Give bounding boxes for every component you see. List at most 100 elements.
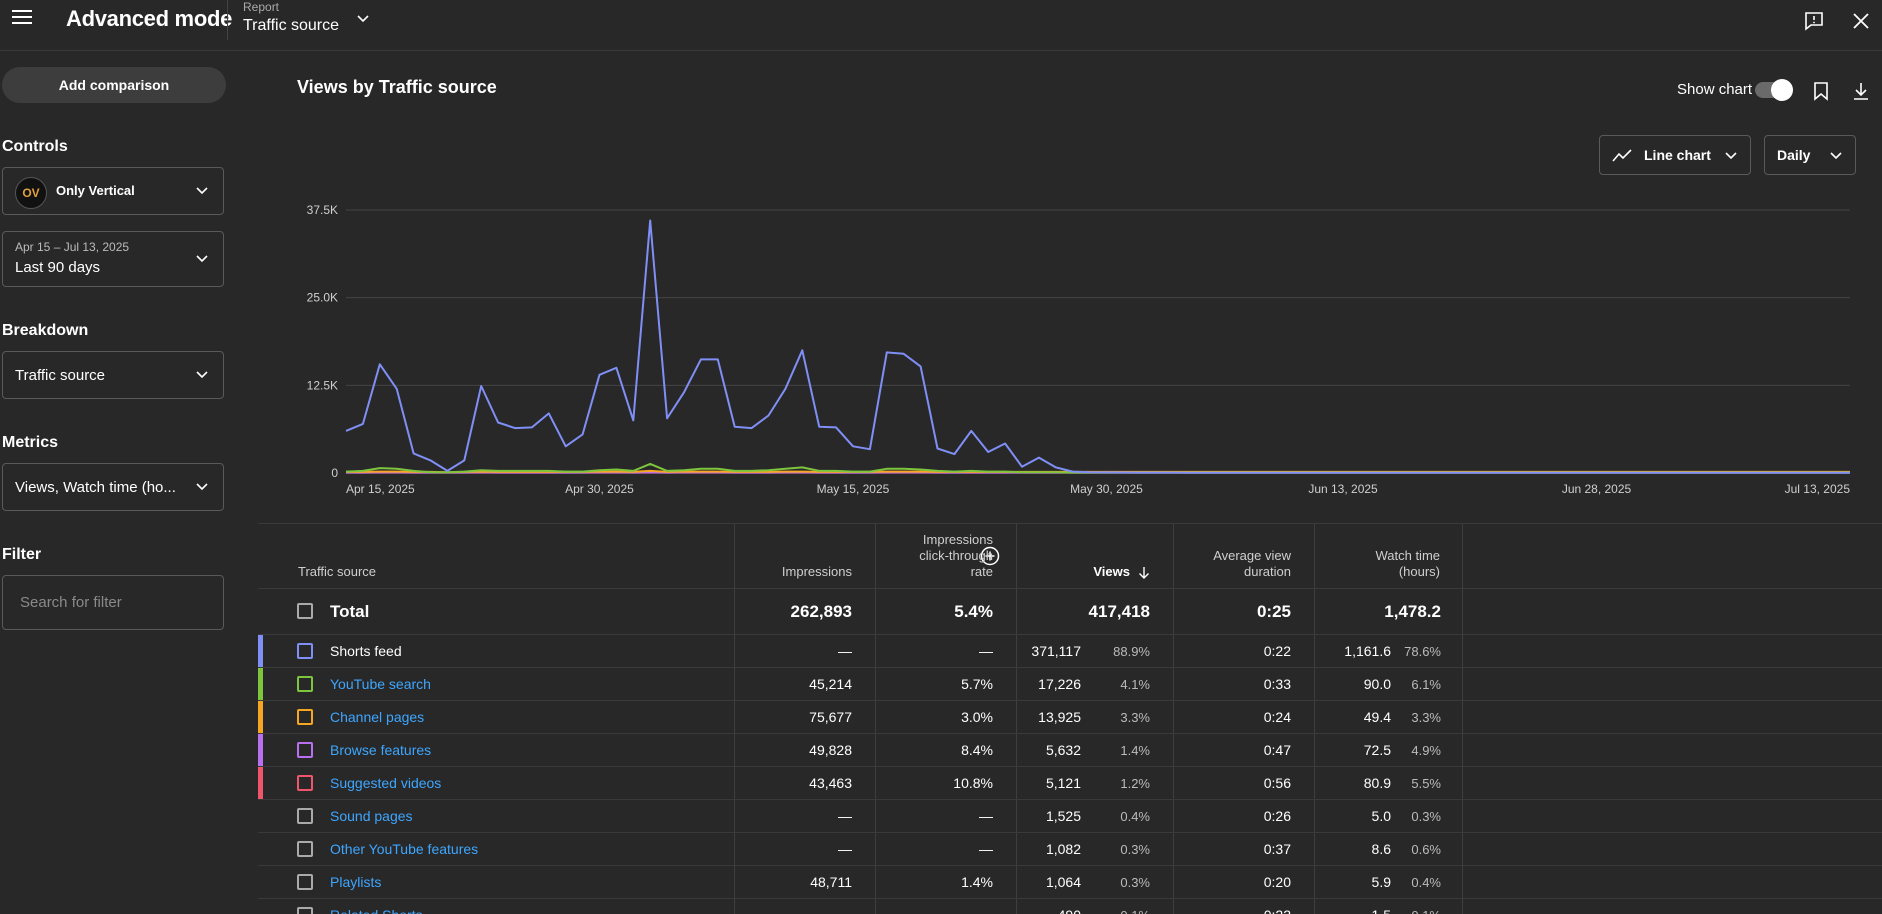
row-checkbox[interactable] (297, 676, 313, 692)
cell-watch-percent: 78.6% (1404, 644, 1441, 659)
cell-watch-percent: 3.3% (1411, 710, 1441, 725)
chart-type-label: Line chart (1644, 147, 1711, 163)
cell-watch-time: 5.9 (1372, 874, 1391, 890)
cell-impressions: — (838, 643, 852, 659)
cell-views-percent: 0.4% (1120, 809, 1150, 824)
chevron-down-icon (195, 481, 209, 493)
cell-views: 5,632 (1046, 742, 1081, 758)
cell-impressions: 43,463 (809, 775, 852, 791)
header-ctr-line3: rate (971, 564, 993, 580)
cell-watch-percent: 0.6% (1411, 842, 1441, 857)
metrics-selector[interactable]: Views, Watch time (ho... (2, 463, 224, 511)
cell-watch-percent: 6.1% (1411, 677, 1441, 692)
date-range-label: Last 90 days (15, 259, 100, 276)
header-ctr[interactable]: Impressions click-through rate (878, 524, 993, 588)
row-checkbox[interactable] (297, 643, 313, 659)
cell-views-percent: 4.1% (1120, 677, 1150, 692)
cell-views-percent: 0.3% (1120, 842, 1150, 857)
y-tick-label: 37.5K (307, 203, 338, 217)
row-checkbox[interactable] (297, 841, 313, 857)
add-comparison-button[interactable]: Add comparison (2, 67, 226, 103)
header-ctr-line2: click-through (919, 548, 993, 564)
report-label: Report (243, 0, 279, 14)
row-checkbox[interactable] (297, 742, 313, 758)
cell-avg-duration: 0:33 (1264, 676, 1291, 692)
traffic-source-link[interactable]: Browse features (330, 742, 431, 758)
cell-avg-duration: 0:37 (1264, 841, 1291, 857)
header-traffic-source[interactable]: Traffic source (298, 524, 498, 588)
header-watch-time[interactable]: Watch time (hours) (1318, 524, 1440, 588)
cell-watch-percent: 0.1% (1411, 908, 1441, 914)
row-checkbox[interactable] (297, 709, 313, 725)
chart-type-selector[interactable]: Line chart (1599, 135, 1751, 175)
bookmark-icon[interactable] (1810, 80, 1832, 102)
menu-icon[interactable] (12, 6, 36, 30)
series-color-bar (258, 701, 263, 733)
traffic-source-link[interactable]: Suggested videos (330, 775, 441, 791)
cell-views: 13,925 (1038, 709, 1081, 725)
cell-watch-percent: 4.9% (1411, 743, 1441, 758)
cell-views-percent: 1.2% (1120, 776, 1150, 791)
app-title: Advanced mode (66, 6, 232, 32)
cell-views: 5,121 (1046, 775, 1081, 791)
show-chart-label: Show chart (1677, 81, 1752, 98)
total-label: Total (330, 602, 369, 622)
cell-impressions: 45,214 (809, 676, 852, 692)
cell-ctr: 1.4% (961, 874, 993, 890)
download-icon[interactable] (1850, 80, 1872, 102)
show-chart-toggle[interactable] (1755, 82, 1791, 98)
cell-ctr: 5.7% (961, 676, 993, 692)
cell-views: 371,117 (1031, 643, 1081, 659)
channel-selector[interactable]: OV Only Vertical (2, 167, 224, 215)
header-views[interactable]: Views (1020, 524, 1150, 588)
table-row-total: Total 262,893 5.4% 417,418 0:25 1,478.2 (258, 588, 1882, 635)
header-wt-line2: (hours) (1399, 564, 1440, 580)
breakdown-value: Traffic source (15, 367, 105, 384)
cell-views-percent: 0.1% (1120, 908, 1150, 914)
cell-impressions: 48,711 (810, 874, 852, 890)
row-checkbox[interactable] (297, 775, 313, 791)
traffic-source-link[interactable]: Playlists (330, 874, 381, 890)
x-tick-label: May 15, 2025 (817, 482, 890, 496)
cell-watch-percent: 0.4% (1411, 875, 1441, 890)
sort-down-icon (1138, 566, 1150, 580)
traffic-source-link[interactable]: Channel pages (330, 709, 424, 725)
total-checkbox[interactable] (297, 603, 313, 619)
table-row: Related Shorts4900.1%0:221.50.1% (258, 899, 1882, 914)
close-icon[interactable] (1850, 10, 1872, 32)
report-selector[interactable]: Traffic source (243, 17, 339, 35)
interval-selector[interactable]: Daily (1764, 135, 1856, 175)
filter-search-input[interactable] (2, 575, 224, 630)
breakdown-selector[interactable]: Traffic source (2, 351, 224, 399)
chevron-down-icon (195, 253, 209, 265)
header-ctr-line1: Impressions (923, 532, 993, 548)
series-color-bar (258, 635, 263, 667)
feedback-icon[interactable] (1803, 10, 1825, 32)
chevron-down-icon[interactable] (355, 10, 371, 26)
header-impressions[interactable]: Impressions (738, 524, 852, 588)
header-avg-view-duration[interactable]: Average view duration (1178, 524, 1291, 588)
filter-label: Filter (2, 546, 41, 564)
cell-watch-percent: 5.5% (1411, 776, 1441, 791)
cell-impressions: 75,677 (809, 709, 852, 725)
traffic-source-link[interactable]: Other YouTube features (330, 841, 478, 857)
row-checkbox[interactable] (297, 874, 313, 890)
cell-watch-time: 8.6 (1372, 841, 1391, 857)
traffic-source-link[interactable]: Sound pages (330, 808, 413, 824)
traffic-source-link[interactable]: YouTube search (330, 676, 431, 692)
row-checkbox[interactable] (297, 808, 313, 824)
x-tick-label: May 30, 2025 (1070, 482, 1143, 496)
x-tick-label: Jun 28, 2025 (1562, 482, 1632, 496)
cell-watch-time: 80.9 (1364, 775, 1391, 791)
interval-label: Daily (1777, 147, 1810, 163)
header-views-label: Views (1093, 564, 1130, 580)
cell-ctr: — (979, 841, 993, 857)
traffic-source-table: Traffic source Impressions Impressions c… (258, 523, 1882, 914)
date-range-selector[interactable]: Apr 15 – Jul 13, 2025 Last 90 days (2, 231, 224, 287)
